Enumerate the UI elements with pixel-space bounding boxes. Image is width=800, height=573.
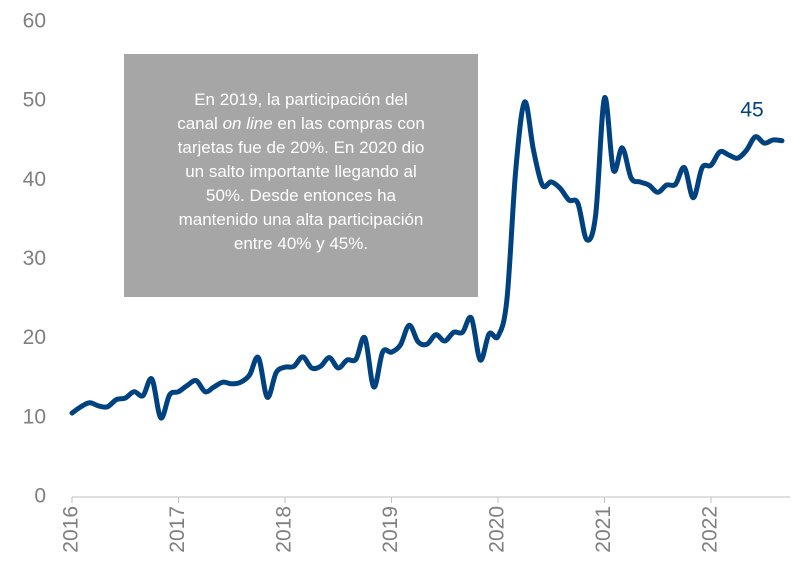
x-tick-label: 2016 — [60, 506, 83, 553]
annotation-text: on line — [223, 114, 273, 133]
annotation-text: En 2019, la participación del — [194, 90, 408, 109]
annotation-text: canal — [177, 114, 222, 133]
y-tick-label: 0 — [34, 485, 46, 508]
annotation-box — [124, 54, 478, 297]
y-tick-label: 50 — [23, 89, 46, 112]
annotation-text: un salto importante llegando al — [185, 162, 417, 181]
annotation-text: 50%. Desde entonces ha — [206, 186, 397, 205]
end-value-label: 45 — [740, 98, 763, 121]
annotation-line: tarjetas fue de 20%. En 2020 dio — [178, 138, 425, 157]
annotation-text: mantenido una alta participación — [179, 210, 424, 229]
x-tick-label: 2022 — [699, 506, 722, 553]
y-tick-label: 60 — [23, 10, 46, 33]
x-tick-label: 2018 — [273, 506, 296, 553]
annotation-line: mantenido una alta participación — [179, 210, 424, 229]
x-tick-label: 2017 — [166, 506, 189, 553]
annotation-line: un salto importante llegando al — [185, 162, 417, 181]
x-tick-label: 2020 — [486, 506, 509, 553]
y-tick-label: 20 — [23, 326, 46, 349]
x-tick-label: 2019 — [379, 506, 402, 553]
x-tick-label: 2021 — [592, 506, 615, 553]
y-tick-label: 30 — [23, 247, 46, 270]
annotation-text: entre 40% y 45%. — [234, 234, 368, 253]
annotation-line: 50%. Desde entonces ha — [206, 186, 397, 205]
y-tick-label: 10 — [23, 405, 46, 428]
series-line — [69, 95, 785, 421]
annotation-line: canal on line en las compras con — [177, 114, 425, 133]
annotation-text: tarjetas fue de 20%. En 2020 dio — [178, 138, 425, 157]
annotation-text: en las compras con — [273, 114, 425, 133]
annotation-line: En 2019, la participación del — [194, 90, 408, 109]
y-tick-label: 40 — [23, 168, 46, 191]
annotation-line: entre 40% y 45%. — [234, 234, 368, 253]
